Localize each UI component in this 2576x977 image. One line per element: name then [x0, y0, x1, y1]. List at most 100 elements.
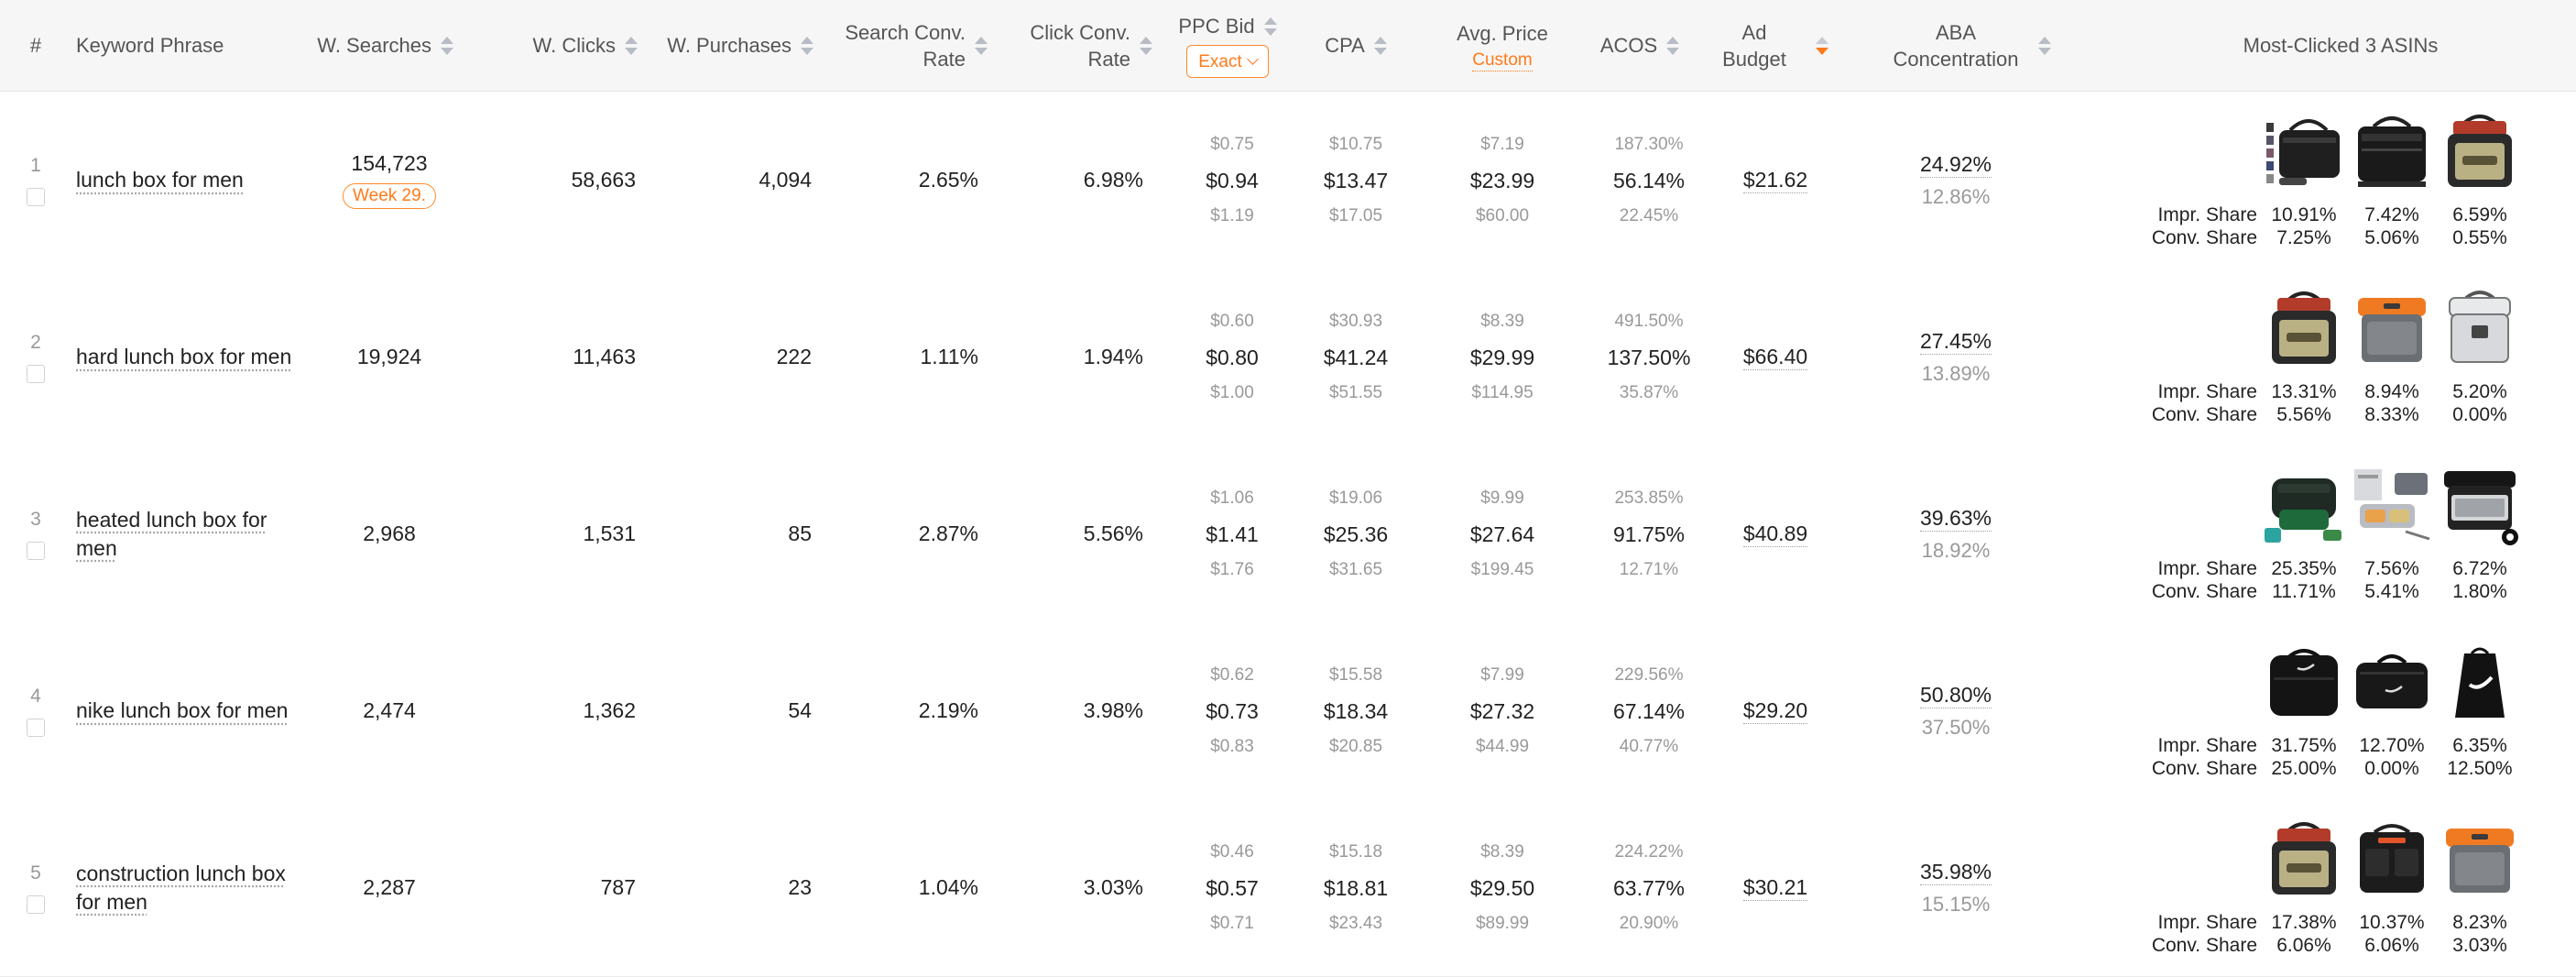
click-conv-cell: 1.94% [1083, 345, 1143, 368]
black-nike-lunch-tote-icon[interactable] [2351, 641, 2433, 723]
green-heated-lunch-box-icon[interactable] [2263, 464, 2345, 546]
table-row[interactable]: 5 construction lunch box for men 2,287 7… [0, 799, 2576, 977]
sort-icon[interactable] [975, 35, 988, 57]
custom-price-link[interactable]: Custom [1472, 49, 1533, 71]
asin-share-column: 5.20% 0.00% [2452, 381, 2507, 425]
black-tool-cooler-bag-icon[interactable] [2351, 818, 2433, 900]
ad-budget-value[interactable]: $66.40 [1742, 345, 1808, 370]
aba-top-value[interactable]: 27.45% [1919, 329, 1992, 355]
row-checkbox[interactable] [27, 718, 45, 737]
header-cpa[interactable]: CPA [1301, 0, 1411, 91]
row-checkbox[interactable] [27, 895, 45, 914]
aba-cell: 50.80% 37.50% [1919, 683, 1992, 739]
click-conv-cell: 5.56% [1083, 521, 1143, 545]
sort-icon[interactable] [625, 35, 638, 57]
keyword-cell: lunch box for men [76, 92, 305, 269]
aba-top-value[interactable]: 35.98% [1919, 860, 1992, 885]
clicks-cell: 11,463 [573, 345, 636, 368]
asin-share-column: 8.94% 8.33% [2364, 381, 2419, 425]
sort-icon[interactable] [1666, 35, 1680, 57]
sort-icon[interactable] [1140, 35, 1152, 57]
black-lunch-bag-set-icon[interactable] [2263, 110, 2345, 192]
search-conv-cell: 1.04% [918, 875, 978, 899]
sort-icon[interactable] [441, 35, 453, 57]
table-row[interactable]: 3 heated lunch box for men 2,968 1,531 85… [0, 445, 2576, 623]
ad-budget-cell: $21.62 [1711, 92, 1839, 269]
khaki-cooler-lunch-box-icon[interactable] [2263, 818, 2345, 900]
clicks-cell: 58,663 [571, 168, 636, 192]
black-nike-lunch-sack-icon[interactable] [2439, 641, 2521, 723]
click-conv-cell: 3.98% [1083, 698, 1143, 722]
header-ad-budget[interactable]: Ad Budget [1711, 0, 1839, 91]
header-click-conv[interactable]: Click Conv. Rate [999, 0, 1152, 91]
row-index: 1 [18, 92, 53, 269]
table-row[interactable]: 1 lunch box for men 154,723 Week 29. 58,… [0, 92, 2576, 269]
ad-budget-cell: $40.89 [1711, 445, 1839, 622]
ad-budget-value[interactable]: $40.89 [1742, 521, 1808, 547]
asins-cell: Impr. Share Conv. Share 13.31% 5.56% 8.9… [0, 269, 2576, 445]
sort-active-icon[interactable] [1815, 35, 1828, 57]
keyword-link[interactable]: construction lunch box for men [76, 861, 286, 914]
acos-cell: 187.30% 56.14% 22.45% [1612, 134, 1685, 225]
white-hard-cooler-icon[interactable] [2439, 287, 2521, 369]
header-clicks[interactable]: W. Clicks [513, 0, 638, 91]
header-searches[interactable]: W. Searches [302, 0, 453, 91]
share-labels: Impr. Share Conv. Share [2151, 381, 2257, 425]
keyword-link[interactable]: hard lunch box for men [76, 345, 292, 368]
header-avg-price: Avg. Price Custom [1457, 21, 1548, 71]
ad-budget-cell: $30.21 [1711, 799, 1839, 976]
orange-hard-cooler-icon[interactable] [2351, 287, 2433, 369]
click-conv-cell: 3.03% [1083, 875, 1143, 899]
aba-top-value[interactable]: 24.92% [1919, 152, 1992, 178]
asin-share-column: 10.91% 7.25% [2271, 204, 2337, 248]
aba-top-value[interactable]: 50.80% [1919, 683, 1992, 708]
aba-cell: 24.92% 12.86% [1919, 152, 1992, 208]
black-heated-lunch-box-icon[interactable] [2439, 464, 2521, 546]
share-labels: Impr. Share Conv. Share [2151, 204, 2257, 248]
keyword-link[interactable]: heated lunch box for men [76, 507, 267, 560]
aba-top-value[interactable]: 39.63% [1919, 506, 1992, 532]
table-header: # Keyword Phrase W. Searches W. Clicks W… [0, 0, 2576, 92]
match-type-dropdown[interactable]: Exact [1186, 45, 1269, 78]
keyword-link[interactable]: lunch box for men [76, 168, 244, 192]
ad-budget-value[interactable]: $30.21 [1742, 875, 1808, 901]
purchases-cell: 54 [788, 698, 812, 722]
week-badge[interactable]: Week 29. [343, 183, 436, 209]
clicks-cell: 1,362 [583, 698, 636, 722]
table-row[interactable]: 4 nike lunch box for men 2,474 1,362 54 2.… [0, 622, 2576, 800]
header-acos[interactable]: ACOS [1585, 0, 1695, 91]
ad-budget-cell: $66.40 [1711, 269, 1839, 445]
acos-cell: 491.50% 137.50% 35.87% [1607, 311, 1691, 402]
clicks-cell: 1,531 [583, 521, 636, 545]
ad-budget-value[interactable]: $29.20 [1742, 698, 1808, 724]
acos-cell: 229.56% 67.14% 40.77% [1612, 664, 1685, 756]
search-conv-cell: 2.87% [918, 521, 978, 545]
black-nike-lunch-bag-icon[interactable] [2263, 641, 2345, 723]
search-conv-cell: 2.19% [918, 698, 978, 722]
sort-icon[interactable] [801, 35, 813, 57]
row-checkbox[interactable] [27, 187, 45, 206]
keyword-cell: nike lunch box for men [76, 622, 305, 799]
header-search-conv[interactable]: Search Conv. Rate [824, 0, 988, 91]
ad-budget-value[interactable]: $21.62 [1742, 168, 1808, 193]
cpa-cell: $10.75 $13.47 $17.05 [1323, 134, 1389, 225]
grey-heated-lunch-box-icon[interactable] [2351, 464, 2433, 546]
khaki-cooler-lunch-box-icon[interactable] [2263, 287, 2345, 369]
sort-icon[interactable] [2038, 35, 2051, 57]
header-aba-sort[interactable] [2034, 0, 2056, 91]
row-checkbox[interactable] [27, 541, 45, 560]
khaki-cooler-lunch-box-icon[interactable] [2439, 110, 2521, 192]
ppc-bid-cell: $0.75 $0.94 $1.19 [1206, 134, 1259, 225]
aba-cell: 35.98% 15.15% [1919, 860, 1992, 916]
row-checkbox[interactable] [27, 364, 45, 383]
black-lunch-bag-icon[interactable] [2351, 110, 2433, 192]
header-purchases[interactable]: W. Purchases [650, 0, 813, 91]
sort-icon[interactable] [1263, 16, 1277, 38]
keyword-cell: construction lunch box for men [76, 799, 305, 976]
orange-hard-cooler-icon[interactable] [2439, 818, 2521, 900]
table-row[interactable]: 2 hard lunch box for men 19,924 11,463 22… [0, 269, 2576, 446]
sort-icon[interactable] [1373, 35, 1387, 57]
aba-cell: 27.45% 13.89% [1919, 329, 1992, 385]
keyword-link[interactable]: nike lunch box for men [76, 698, 289, 722]
